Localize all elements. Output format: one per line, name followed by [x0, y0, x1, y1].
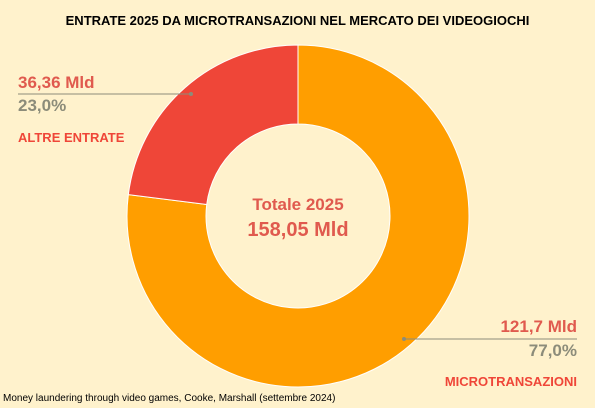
data-label-percent-altre-entrate: 23,0%	[18, 96, 66, 115]
leader-dot-altre-entrate	[189, 92, 193, 96]
data-label-value-altre-entrate: 36,36 Mld	[18, 73, 95, 92]
donut-slices	[126, 44, 470, 388]
data-label-percent-microtransazioni: 77,0%	[529, 341, 577, 360]
donut-slice-altre-entrate	[127, 44, 299, 206]
center-value: 158,05 Mld	[247, 219, 348, 241]
data-label-value-microtransazioni: 121,7 Mld	[500, 317, 577, 336]
category-label-microtransazioni: MICROTRANSAZIONI	[445, 374, 577, 389]
donut-slice-microtransazioni	[126, 44, 470, 388]
category-label-altre-entrate: ALTRE ENTRATE	[18, 130, 125, 145]
leader-dot-microtransazioni	[402, 337, 406, 341]
source-note: Money laundering through video games, Co…	[3, 393, 335, 404]
center-label: Totale 2025	[252, 195, 343, 214]
chart-title: ENTRATE 2025 DA MICROTRANSAZIONI NEL MER…	[66, 13, 530, 28]
